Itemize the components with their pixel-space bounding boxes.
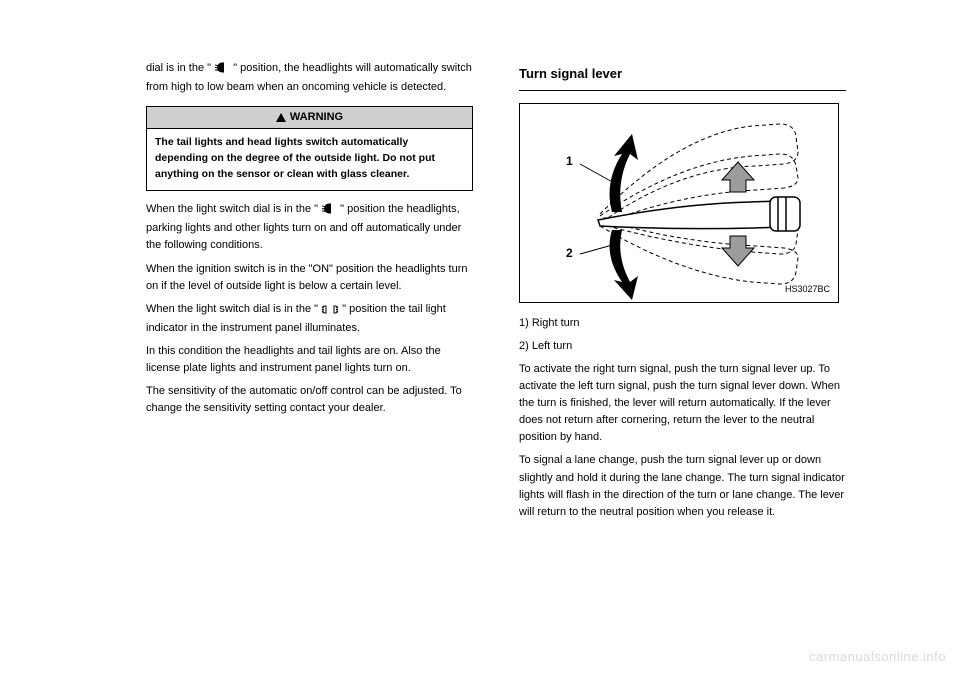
figure-caption: 2) Left turn — [519, 338, 846, 355]
warning-box: WARNING The tail lights and head lights … — [146, 106, 473, 191]
warning-body: The tail lights and head lights switch a… — [147, 129, 472, 190]
section-title: Turn signal lever — [519, 64, 846, 84]
text: dial is in the " — [146, 62, 211, 74]
figure-label-2: 2 — [566, 244, 573, 263]
turn-signal-diagram — [520, 104, 838, 302]
paragraph: When the light switch dial is in the " — [146, 301, 473, 337]
two-column-layout: dial is in the " " position, the headlig… — [146, 60, 846, 527]
text: When the light switch dial is in the " — [146, 303, 318, 315]
tail-light-icon — [322, 303, 338, 320]
paragraph: When the light switch dial is in the " "… — [146, 201, 473, 254]
warning-header: WARNING — [147, 107, 472, 129]
paragraph: In this condition the headlights and tai… — [146, 343, 473, 377]
section-divider — [519, 90, 846, 91]
watermark: carmanualsonline.info — [809, 649, 946, 664]
warning-label: WARNING — [290, 109, 343, 126]
paragraph: To signal a lane change, push the turn s… — [519, 452, 846, 520]
headlight-low-icon — [322, 203, 336, 220]
text: When the light switch dial is in the " — [146, 203, 318, 215]
headlight-low-icon — [215, 62, 229, 79]
right-column: Turn signal lever — [519, 60, 846, 527]
paragraph: The sensitivity of the automatic on/off … — [146, 383, 473, 417]
left-column: dial is in the " " position, the headlig… — [146, 60, 473, 527]
figure-label-1: 1 — [566, 152, 573, 171]
turn-signal-figure: 1 2 HS3027BC — [519, 103, 839, 303]
paragraph: To activate the right turn signal, push … — [519, 361, 846, 446]
figure-caption: 1) Right turn — [519, 315, 846, 332]
manual-page: dial is in the " " position, the headlig… — [0, 0, 960, 678]
figure-id: HS3027BC — [785, 283, 830, 297]
paragraph: When the ignition switch is in the "ON" … — [146, 261, 473, 295]
paragraph: dial is in the " " position, the headlig… — [146, 60, 473, 96]
warning-triangle-icon — [276, 113, 286, 122]
